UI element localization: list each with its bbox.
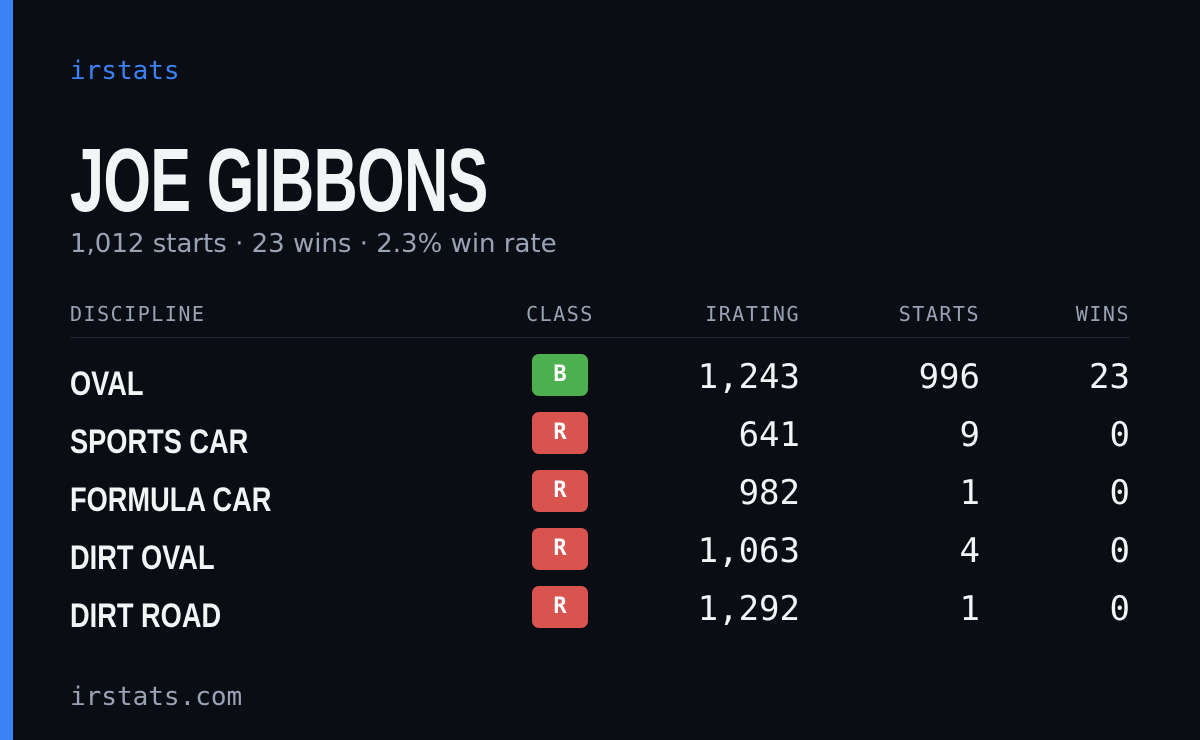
divider — [70, 337, 1130, 338]
column-header: STARTS — [898, 302, 980, 326]
discipline: FORMULA CAR — [70, 481, 272, 519]
irating: 1,243 — [697, 357, 800, 397]
discipline: DIRT OVAL — [70, 539, 215, 577]
wins: 0 — [1109, 415, 1130, 455]
wins: 0 — [1109, 531, 1130, 571]
accent-bar — [0, 0, 13, 740]
brand: irstats — [70, 56, 180, 86]
column-header: CLASS — [526, 302, 594, 326]
class-badge: R — [532, 586, 588, 628]
starts: 1 — [959, 589, 980, 629]
wins: 0 — [1109, 589, 1130, 629]
discipline: OVAL — [70, 365, 144, 403]
column-header: WINS — [1075, 302, 1130, 326]
irating: 1,063 — [697, 531, 800, 571]
class-badge: R — [532, 528, 588, 570]
class-badge: R — [532, 470, 588, 512]
column-header: DISCIPLINE — [70, 302, 206, 326]
irating: 982 — [738, 473, 800, 513]
discipline: DIRT ROAD — [70, 597, 222, 635]
column-header: IRATING — [705, 302, 800, 326]
starts: 1 — [959, 473, 980, 513]
driver-name: JOE GIBBONS — [70, 131, 488, 231]
discipline: SPORTS CAR — [70, 423, 249, 461]
irating: 641 — [738, 415, 800, 455]
wins: 0 — [1109, 473, 1130, 513]
class-badge: B — [532, 354, 588, 396]
starts: 996 — [918, 357, 980, 397]
class-badge: R — [532, 412, 588, 454]
starts: 9 — [959, 415, 980, 455]
starts: 4 — [959, 531, 980, 571]
irating: 1,292 — [697, 589, 800, 629]
wins: 23 — [1089, 357, 1130, 397]
driver-summary: 1,012 starts · 23 wins · 2.3% win rate — [70, 229, 557, 259]
footer: irstats.com — [70, 682, 243, 712]
